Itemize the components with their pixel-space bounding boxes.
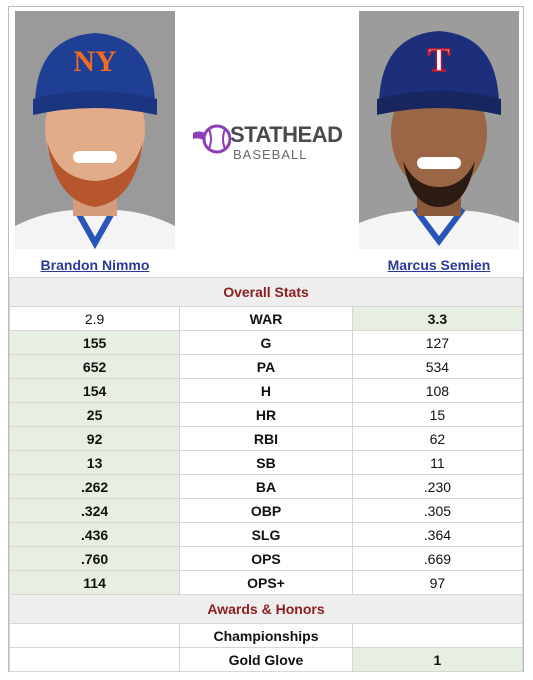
stat-value-right: .305 (351, 498, 524, 523)
stat-label: Gold Glove (179, 647, 353, 672)
stat-row: 154 H 108 (8, 378, 524, 403)
stat-value-left: 114 (8, 570, 181, 595)
stat-row: 25 HR 15 (8, 402, 524, 427)
comparison-header: NY Brandon Nimmo STATHEAD BASEBALL (9, 7, 523, 277)
stat-row: 2.9 WAR 3.3 (8, 306, 524, 331)
stat-value-left: 155 (8, 330, 181, 355)
section-title: Awards & Honors (9, 594, 523, 624)
player-photo-semien: T (359, 11, 519, 249)
stat-label: SLG (179, 522, 353, 547)
stat-row: .436 SLG .364 (8, 522, 524, 547)
stat-value-left: 2.9 (8, 306, 181, 331)
player-photo-nimmo: NY (15, 11, 175, 249)
stat-row: 92 RBI 62 (8, 426, 524, 451)
baseball-icon (193, 124, 231, 154)
stat-value-left: 13 (8, 450, 181, 475)
stat-label: Championships (179, 623, 353, 648)
stat-value-right: .364 (351, 522, 524, 547)
stat-value-right: 97 (351, 570, 524, 595)
stathead-logo: STATHEAD BASEBALL (185, 117, 353, 162)
stat-row: 114 OPS+ 97 (8, 570, 524, 595)
stat-value-right: 3.3 (351, 306, 524, 331)
player-name-right[interactable]: Marcus Semien (387, 257, 491, 273)
stat-label: RBI (179, 426, 353, 451)
stat-label: OPS+ (179, 570, 353, 595)
stat-value-left: .262 (8, 474, 181, 499)
stat-value-right: 534 (351, 354, 524, 379)
stat-value-left: 652 (8, 354, 181, 379)
player-left: NY Brandon Nimmo (15, 11, 175, 273)
stat-row: 155 G 127 (8, 330, 524, 355)
stat-value-left: .324 (8, 498, 181, 523)
stat-label: PA (179, 354, 353, 379)
stat-value-right: 62 (351, 426, 524, 451)
stat-label: OPS (179, 546, 353, 571)
stats-table: Overall Stats 2.9 WAR 3.3 155 G 127 652 PA 534 15… (8, 277, 524, 672)
stat-row: 652 PA 534 (8, 354, 524, 379)
section-header-overall: Overall Stats (9, 277, 523, 307)
stat-value-left (8, 647, 181, 672)
stat-value-left: 92 (8, 426, 181, 451)
stat-value-left (8, 623, 181, 648)
player-name-left[interactable]: Brandon Nimmo (40, 257, 150, 273)
stat-label: G (179, 330, 353, 355)
award-row: Championships (8, 623, 524, 648)
stat-value-right: .230 (351, 474, 524, 499)
section-title: Overall Stats (9, 277, 523, 307)
stat-value-right: 127 (351, 330, 524, 355)
stat-value-left: 154 (8, 378, 181, 403)
player-right: T Marcus Semien (359, 11, 519, 273)
stat-label: WAR (179, 306, 353, 331)
section-header-awards: Awards & Honors (9, 594, 523, 624)
stat-value-right: 15 (351, 402, 524, 427)
logo-word-baseball: BASEBALL (233, 147, 308, 162)
comparison-card: NY Brandon Nimmo STATHEAD BASEBALL (8, 6, 524, 672)
rangers-cap-logo: T (428, 42, 451, 79)
stat-row: .324 OBP .305 (8, 498, 524, 523)
stat-value-right: 108 (351, 378, 524, 403)
stat-value-left: 25 (8, 402, 181, 427)
stat-value-right: 11 (351, 450, 524, 475)
mets-cap-logo: NY (73, 45, 117, 78)
stat-value-left: .760 (8, 546, 181, 571)
stat-row: .760 OPS .669 (8, 546, 524, 571)
stat-label: OBP (179, 498, 353, 523)
logo-word-stathead: STATHEAD (230, 122, 343, 147)
stat-row: 13 SB 11 (8, 450, 524, 475)
stat-value-right: 1 (351, 647, 524, 672)
stat-label: H (179, 378, 353, 403)
award-row: Gold Glove 1 (8, 647, 524, 672)
stat-label: SB (179, 450, 353, 475)
stat-value-left: .436 (8, 522, 181, 547)
stat-value-right: .669 (351, 546, 524, 571)
stat-row: .262 BA .230 (8, 474, 524, 499)
stat-label: BA (179, 474, 353, 499)
stat-label: HR (179, 402, 353, 427)
stat-value-right (351, 623, 524, 648)
